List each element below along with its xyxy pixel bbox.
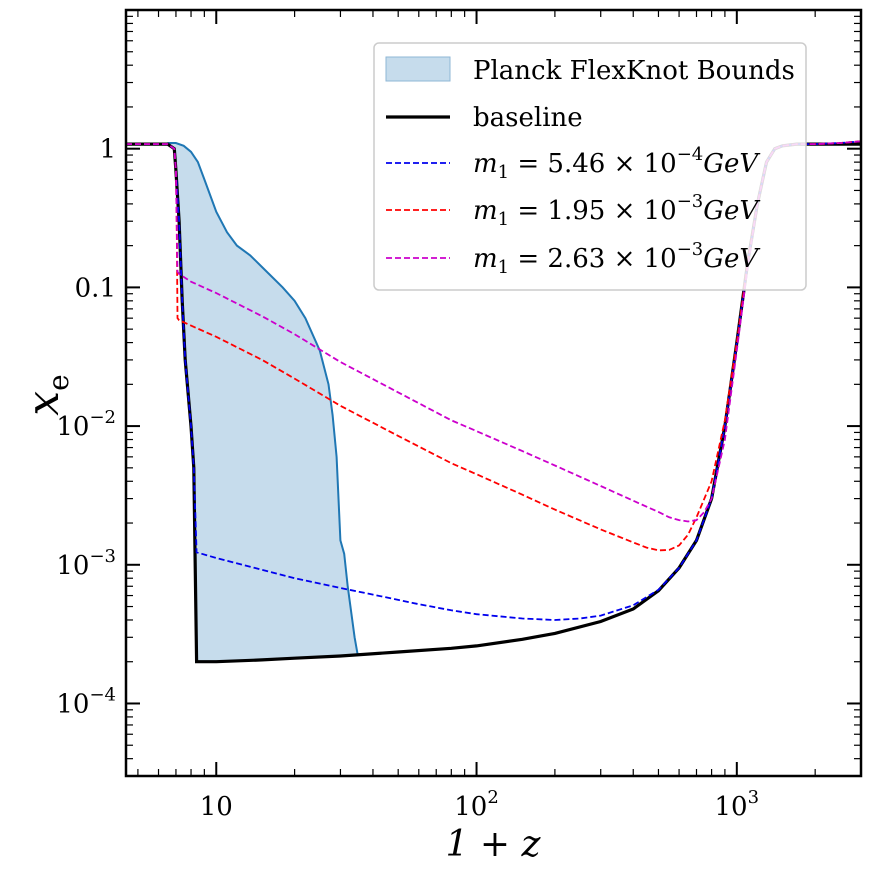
legend-label-baseline: baseline [473, 103, 583, 133]
legend-label-m1-263e-3: m1 = 2.63 × 10−3GeV [473, 239, 760, 278]
y-tick-label-1e-4: 10−4 [56, 685, 116, 720]
legend-frame [373, 42, 807, 291]
x-axis-label: 1 + z [446, 824, 542, 865]
y-tick-label-1e-2: 10−2 [56, 407, 116, 442]
x-tick-label-100: 102 [454, 787, 499, 822]
legend-label-band: Planck FlexKnot Bounds [473, 56, 795, 86]
legend-label-m1-195e-3: m1 = 1.95 × 10−3GeV [473, 191, 760, 230]
legend-label-m1-546e-4: m1 = 5.46 × 10−4GeV [473, 144, 760, 183]
y-tick-label-0-1: 0.1 [75, 273, 116, 303]
legend-swatch-band [385, 56, 451, 82]
flexknot-band-upper-edge [167, 142, 359, 657]
x-tick-label-1000: 103 [715, 787, 760, 822]
y-tick-label-1e-3: 10−3 [56, 546, 116, 581]
x-tick-label-10: 10 [200, 792, 233, 822]
y-tick-label-1: 1 [99, 135, 116, 165]
flexknot-band [167, 143, 358, 663]
plot-frame [124, 8, 863, 778]
y-axis-label: xe [18, 374, 75, 415]
legend: Planck FlexKnot Bounds baseline m1 = 5.4… [373, 42, 807, 291]
